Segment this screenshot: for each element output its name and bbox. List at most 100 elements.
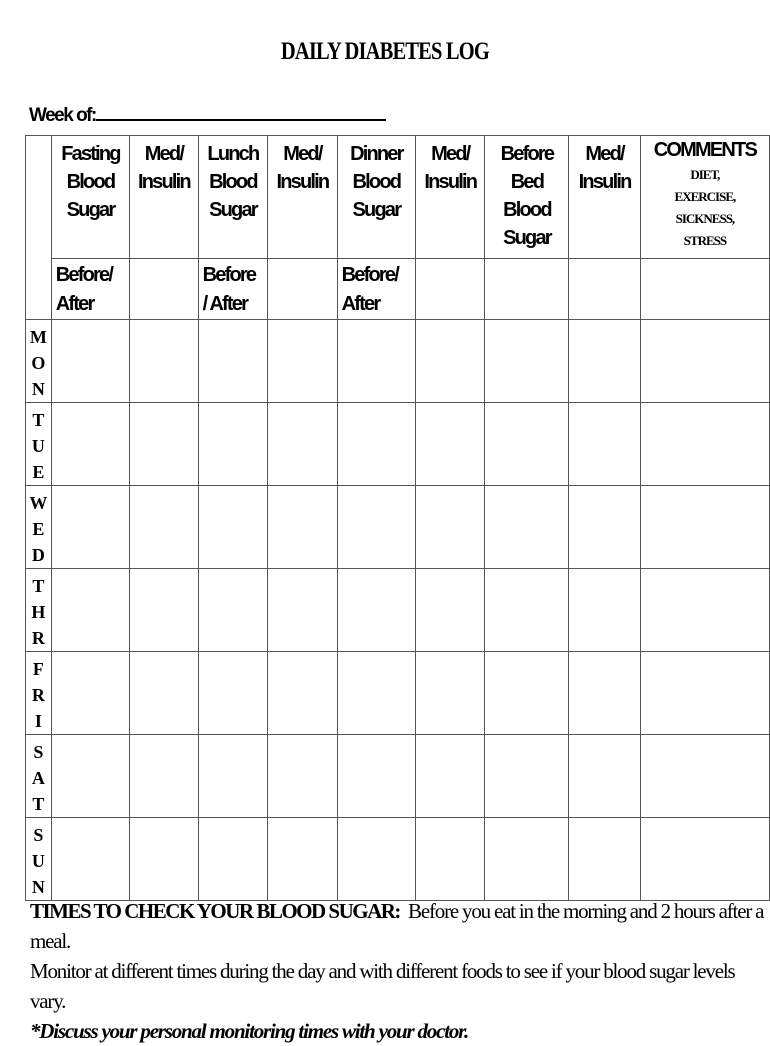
log-table: Fasting Blood Sugar Med/Insulin Lunch Blood Su… [25,135,770,901]
entry-cell[interactable] [336,651,417,735]
entry-cell[interactable] [568,319,641,403]
subheader-line: Before/ [341,264,400,286]
instructions-heading: TIMES TO CHECK YOUR BLOOD SUGAR: [30,899,401,923]
entry-cell[interactable] [267,319,338,403]
day-letter: H [31,602,46,622]
day-letter: W [29,493,48,513]
entry-cell[interactable] [129,817,199,901]
day-letter: D [31,545,45,565]
entry-cell[interactable] [415,817,486,901]
entry-cell[interactable] [129,319,199,403]
entry-cell[interactable] [484,568,570,652]
header-line: Sugar [66,199,116,221]
entry-cell[interactable] [484,402,570,486]
day-letter: F [32,659,44,679]
subheader-cell: Before/After [50,258,131,320]
entry-cell[interactable] [197,817,269,901]
day-letter: M [29,327,47,347]
day-letter: U [31,851,45,871]
entry-cell[interactable] [639,402,770,486]
day-letter: T [32,410,45,430]
entry-cell[interactable] [484,734,570,818]
entry-cell[interactable] [639,651,770,735]
entry-cell[interactable] [267,734,338,818]
entry-cell[interactable] [639,568,770,652]
entry-cell[interactable] [50,485,131,569]
entry-cell[interactable] [336,817,417,901]
week-input-line[interactable] [95,103,386,121]
entry-cell[interactable] [415,568,486,652]
subheader-line: After [55,293,95,315]
header-line: Blood [66,171,116,193]
entry-cell[interactable] [50,402,131,486]
day-letter: R [31,628,45,648]
entry-cell[interactable] [129,485,199,569]
header-line: Sugar [209,199,258,221]
header-line: Lunch [207,143,260,165]
entry-cell[interactable] [129,568,199,652]
corner-cell [25,135,52,320]
entry-cell[interactable] [484,485,570,569]
entry-cell[interactable] [484,319,570,403]
entry-cell[interactable] [639,485,770,569]
header-line: Bed Blood [503,171,552,221]
entry-cell[interactable] [568,402,641,486]
column-header: Dinner Blood Sugar [336,135,417,259]
entry-cell[interactable] [415,402,486,486]
entry-cell[interactable] [267,651,338,735]
entry-cell[interactable] [415,319,486,403]
entry-cell[interactable] [197,734,269,818]
entry-cell[interactable] [415,651,486,735]
day-letter: N [31,379,45,399]
entry-cell[interactable] [568,734,641,818]
entry-cell[interactable] [50,734,131,818]
entry-cell[interactable] [415,485,486,569]
entry-cell[interactable] [568,568,641,652]
entry-cell[interactable] [129,402,199,486]
subheader-line: Before/ [55,264,114,286]
column-header: Fasting Blood Sugar [50,135,131,259]
column-header: Med/Insulin [267,135,338,259]
comments-hint: SICKNESS, [675,211,736,226]
header-line: Before [500,143,555,165]
entry-cell[interactable] [197,651,269,735]
entry-cell[interactable] [197,319,269,403]
entry-cell[interactable] [50,817,131,901]
header-line: Insulin [276,171,331,193]
week-of-field[interactable]: Week of: [29,103,386,127]
entry-cell[interactable] [639,734,770,818]
entry-cell[interactable] [267,485,338,569]
entry-cell[interactable] [50,319,131,403]
entry-cell[interactable] [50,651,131,735]
entry-cell[interactable] [129,651,199,735]
entry-cell[interactable] [197,485,269,569]
entry-cell[interactable] [336,402,417,486]
entry-cell[interactable] [267,817,338,901]
entry-cell[interactable] [568,651,641,735]
entry-cell[interactable] [484,817,570,901]
entry-cell[interactable] [568,817,641,901]
entry-cell[interactable] [50,568,131,652]
entry-cell[interactable] [197,568,269,652]
entry-cell[interactable] [639,319,770,403]
header-line: Insulin [578,171,633,193]
entry-cell[interactable] [129,734,199,818]
entry-cell[interactable] [336,734,417,818]
entry-cell[interactable] [568,485,641,569]
entry-cell[interactable] [197,402,269,486]
comments-title: COMMENTS [653,139,758,161]
entry-cell[interactable] [484,651,570,735]
entry-cell[interactable] [336,319,417,403]
entry-cell[interactable] [267,568,338,652]
entry-cell[interactable] [639,817,770,901]
entry-cell[interactable] [336,568,417,652]
entry-cell[interactable] [267,402,338,486]
page-title: DAILY DIABETES LOG [280,38,490,65]
entry-cell[interactable] [415,734,486,818]
day-letter: E [32,462,45,482]
header-line: Med/ [144,143,185,165]
entry-cell[interactable] [336,485,417,569]
